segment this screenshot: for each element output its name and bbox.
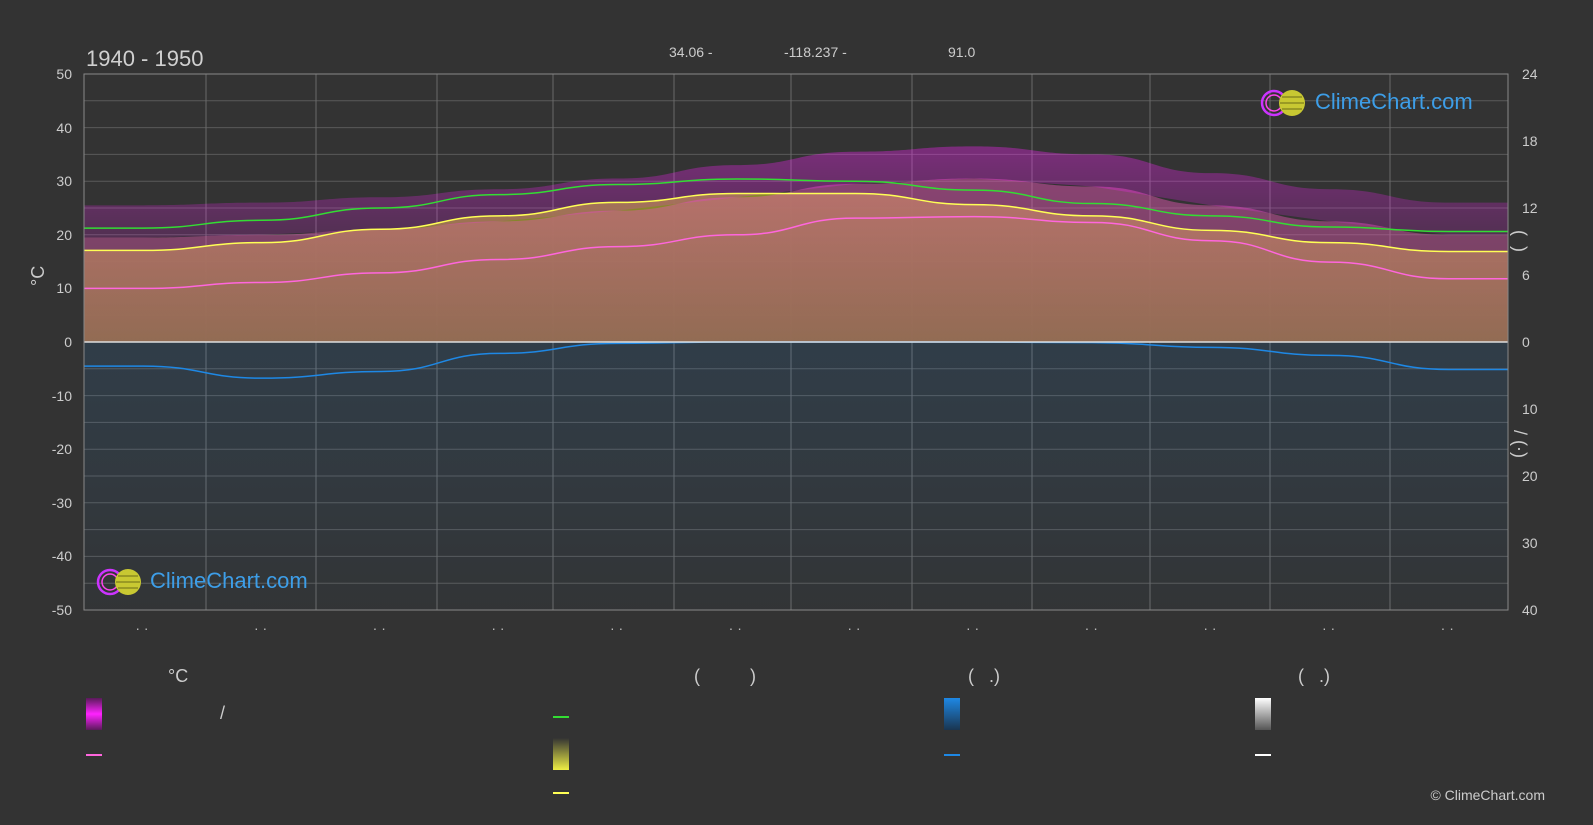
climate-chart bbox=[83, 73, 1509, 611]
legend-snow-header: ( .) bbox=[1298, 666, 1330, 686]
latitude-label: 34.06 - bbox=[669, 44, 713, 60]
y-tick-right: 30 bbox=[1522, 535, 1538, 551]
x-tick-label: · · bbox=[1322, 620, 1336, 636]
temp-range-area bbox=[84, 178, 1508, 342]
y-tick-left: -50 bbox=[51, 602, 72, 618]
y-tick-left: -10 bbox=[51, 387, 72, 404]
temp-extreme-area bbox=[84, 146, 1508, 238]
legend-sunshine-line bbox=[553, 792, 569, 794]
y-tick-right: 18 bbox=[1522, 133, 1538, 149]
legend-rain-header: ( .) bbox=[968, 666, 1000, 686]
logo-globe-icon bbox=[96, 568, 141, 596]
y-axis-right-bottom-label: / (·) bbox=[1510, 430, 1530, 458]
temp-mean-line bbox=[83, 215, 1508, 290]
legend-precip-line bbox=[944, 754, 960, 756]
x-tick-label: · · bbox=[254, 620, 268, 636]
legend-temperature-header: °C bbox=[168, 666, 189, 686]
copyright-text: © ClimeChart.com bbox=[1430, 787, 1545, 803]
y-tick-left: -20 bbox=[51, 441, 72, 458]
legend-temp-sep: / bbox=[220, 703, 226, 723]
y-tick-right: 40 bbox=[1522, 602, 1538, 618]
chart-bands bbox=[84, 146, 1508, 610]
y-tick-left: -40 bbox=[51, 548, 72, 565]
brand-name-bottom: ClimeChart.com bbox=[150, 568, 308, 593]
y-tick-right: 10 bbox=[1522, 401, 1538, 417]
x-tick-label: · · bbox=[491, 620, 505, 636]
legend-snow-swatch bbox=[1255, 698, 1271, 730]
y-tick-left: -30 bbox=[51, 494, 72, 511]
x-tick-label: · · bbox=[966, 620, 980, 636]
y-axis-right-top-label: ( ) bbox=[1510, 230, 1530, 252]
plot-frame bbox=[83, 73, 1509, 611]
legend-sun-header: ( ) bbox=[694, 666, 756, 686]
legend-daylight-line bbox=[553, 716, 569, 718]
y-tick-left: 40 bbox=[56, 119, 72, 136]
y-tick-left: 50 bbox=[56, 66, 72, 82]
y-tick-right: 24 bbox=[1522, 66, 1538, 82]
brand-logo-bottom[interactable]: ClimeChart.com bbox=[94, 566, 354, 598]
x-tick-label: · · bbox=[135, 620, 149, 636]
y-tick-left: 0 bbox=[64, 334, 72, 350]
precip-area bbox=[84, 342, 1508, 610]
y-tick-left: 30 bbox=[56, 173, 72, 190]
y-tick-right: 12 bbox=[1522, 200, 1538, 216]
brand-name-top: ClimeChart.com bbox=[1315, 89, 1473, 114]
legend-temp-range-swatch bbox=[86, 698, 102, 730]
longitude-label: -118.237 - bbox=[784, 44, 847, 60]
y-tick-left: 10 bbox=[56, 280, 72, 297]
y-tick-right: 20 bbox=[1522, 468, 1538, 484]
y-tick-right: 0 bbox=[1522, 334, 1530, 350]
x-tick-label: · · bbox=[1440, 620, 1454, 636]
legend-temp-mean-line bbox=[86, 754, 102, 756]
sunshine-line bbox=[84, 192, 1508, 253]
y-tick-left: 20 bbox=[56, 226, 72, 243]
legend-precip-swatch bbox=[944, 698, 960, 730]
legend-sunshine-swatch bbox=[553, 738, 569, 770]
chart-period-title: 1940 - 1950 bbox=[86, 46, 204, 71]
daylight-line bbox=[84, 178, 1508, 233]
y-axis-left-label: °C bbox=[28, 265, 48, 286]
elevation-label: 91.0 bbox=[948, 44, 976, 60]
y-tick-right: 6 bbox=[1522, 267, 1530, 283]
x-tick-label: · · bbox=[610, 620, 624, 636]
chart-series-lines bbox=[83, 178, 1508, 379]
x-tick-label: · · bbox=[1203, 620, 1217, 636]
logo-globe-icon bbox=[1260, 89, 1305, 117]
brand-logo-top[interactable]: ClimeChart.com bbox=[1258, 87, 1518, 119]
x-tick-label: · · bbox=[1084, 620, 1098, 636]
x-tick-label: · · bbox=[847, 620, 861, 636]
x-tick-label: · · bbox=[728, 620, 742, 636]
chart-frame bbox=[83, 73, 1509, 611]
legend-snow-line bbox=[1255, 754, 1271, 756]
x-tick-label: · · bbox=[372, 620, 386, 636]
